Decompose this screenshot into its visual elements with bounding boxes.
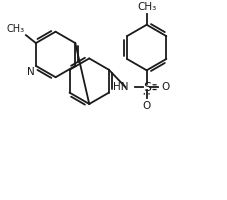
Text: CH₃: CH₃: [136, 2, 156, 12]
Text: CH₃: CH₃: [7, 24, 25, 34]
Text: HN: HN: [113, 82, 128, 92]
Text: O: O: [161, 82, 169, 92]
Text: O: O: [142, 101, 150, 111]
Text: S: S: [142, 81, 150, 94]
Text: N: N: [26, 67, 34, 77]
